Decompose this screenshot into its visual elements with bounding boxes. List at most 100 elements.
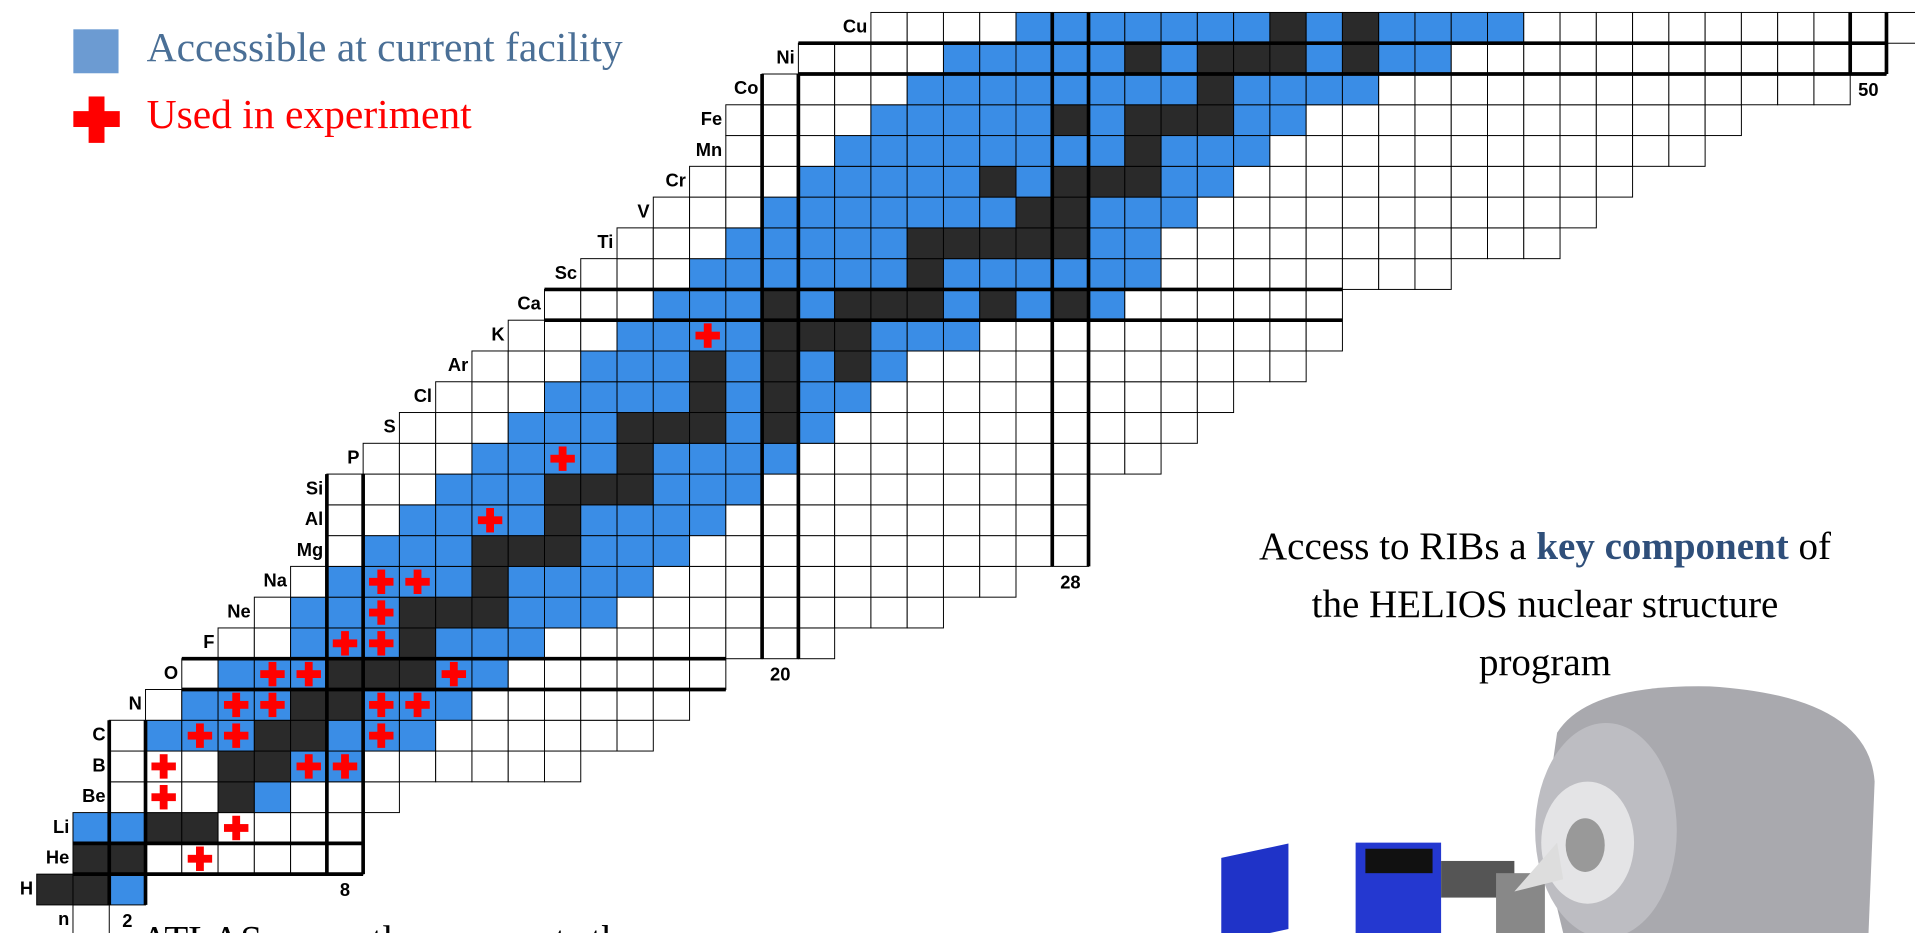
nuclide-cell bbox=[834, 596, 872, 629]
nuclide-cell bbox=[1378, 73, 1416, 106]
nuclide-cell bbox=[834, 165, 872, 198]
nuclide-cell bbox=[689, 565, 727, 598]
nuclide-cell bbox=[544, 565, 582, 598]
nuclide-cell bbox=[217, 658, 255, 690]
nuclide-cell bbox=[1595, 11, 1634, 44]
nuclide-cell bbox=[1487, 135, 1525, 167]
nuclide-cell bbox=[616, 319, 654, 352]
nuclide-cell bbox=[834, 196, 872, 229]
nuclide-cell bbox=[797, 535, 836, 567]
nuclide-cell bbox=[1051, 227, 1090, 260]
used-cross bbox=[232, 692, 241, 718]
element-label: V bbox=[637, 200, 650, 221]
nuclide-cell bbox=[797, 42, 836, 75]
nuclide-cell bbox=[544, 719, 582, 752]
used-cross bbox=[341, 631, 349, 656]
nuclide-cell bbox=[1015, 258, 1053, 290]
nuclide-cell bbox=[1704, 42, 1742, 75]
nuclide-cell bbox=[1160, 196, 1198, 229]
used-cross bbox=[377, 600, 386, 625]
nuclide-cell bbox=[1269, 350, 1307, 383]
nuclide-cell bbox=[1378, 42, 1416, 75]
nuclide-cell bbox=[1160, 319, 1198, 352]
nuclide-cell bbox=[689, 504, 727, 537]
callout-text: the HELIOS nuclear structure bbox=[1311, 583, 1779, 626]
nuclide-cell bbox=[108, 873, 147, 906]
nuclide-cell bbox=[942, 165, 981, 198]
nuclide-cell bbox=[1341, 227, 1380, 260]
nuclide-cell bbox=[1305, 11, 1343, 44]
nuclide-cell bbox=[942, 319, 981, 352]
nuclide-cell bbox=[435, 719, 473, 752]
nuclide-cell bbox=[1015, 473, 1053, 506]
nuclide-cell bbox=[1051, 104, 1090, 137]
nuclide-cell bbox=[870, 104, 908, 137]
nuclide-cell bbox=[1269, 165, 1307, 198]
callout-text: program bbox=[1478, 641, 1612, 684]
nuclide-cell bbox=[906, 565, 944, 598]
nuclide-cell bbox=[1378, 165, 1416, 198]
nuclide-cell bbox=[362, 504, 400, 537]
nuclide-cell bbox=[1124, 104, 1162, 137]
nuclide-cell bbox=[870, 504, 908, 537]
nuclide-cell bbox=[761, 73, 799, 106]
nuclide-cell bbox=[979, 104, 1017, 137]
nuclide-cell bbox=[181, 689, 219, 721]
nuclide-cell bbox=[1523, 11, 1561, 44]
nuclide-cell bbox=[1015, 11, 1053, 44]
nuclide-cell bbox=[1233, 319, 1271, 352]
nuclide-cell bbox=[507, 442, 545, 475]
nuclide-cell bbox=[1233, 227, 1271, 260]
used-cross bbox=[413, 692, 422, 718]
nuclide-cell bbox=[471, 627, 509, 660]
nuclide-cell bbox=[471, 689, 509, 721]
nuclide-cell bbox=[797, 442, 836, 475]
nuclide-cell bbox=[1051, 11, 1090, 44]
nuclide-cell bbox=[471, 473, 509, 506]
callout-key: key component bbox=[1536, 525, 1789, 568]
nuclide-cell bbox=[942, 196, 981, 229]
nuclide-cell bbox=[1414, 165, 1452, 198]
nuclide-cell bbox=[689, 288, 727, 321]
nuclide-cell bbox=[362, 442, 400, 475]
element-label: O bbox=[164, 662, 178, 683]
nuclide-cell bbox=[616, 288, 654, 321]
nuclide-cell bbox=[326, 535, 364, 567]
nuclide-cell bbox=[1487, 196, 1525, 229]
nuclide-cell bbox=[834, 319, 872, 352]
nuclide-cell bbox=[725, 196, 763, 229]
nuclide-cell bbox=[1233, 165, 1271, 198]
nuclide-cell bbox=[761, 565, 799, 598]
nuclide-cell bbox=[1668, 104, 1706, 137]
nuclide-cell bbox=[580, 719, 618, 752]
nuclide-cell bbox=[942, 565, 981, 598]
nuclide-cell bbox=[689, 473, 727, 506]
overlay: n H He Li Be BC N O F Ne Na Mg Al Si P S Cl Ar K Ca Sc Ti V Cr M… bbox=[20, 12, 1889, 931]
nuclide-cell bbox=[616, 258, 654, 290]
nuclide-cell bbox=[507, 350, 545, 383]
nuclide-cell bbox=[979, 288, 1017, 321]
nuclide-cell bbox=[1378, 258, 1416, 290]
nuclide-cell bbox=[1305, 288, 1343, 321]
nuclide-cell bbox=[1523, 73, 1561, 106]
nuclide-cell bbox=[1160, 381, 1198, 414]
nuclide-cell bbox=[942, 412, 981, 444]
nuclide-cell bbox=[834, 350, 872, 383]
nuclide-cell bbox=[580, 504, 618, 537]
nuclide-cell bbox=[435, 627, 473, 660]
nuclide-cell bbox=[544, 504, 582, 537]
nuclide-cell bbox=[1088, 165, 1126, 198]
nuclide-cell bbox=[870, 473, 908, 506]
nuclide-cell bbox=[834, 504, 872, 537]
nuclide-cell bbox=[1777, 42, 1815, 75]
nuclide-cell bbox=[1051, 412, 1090, 444]
nuclide-cell bbox=[580, 627, 618, 660]
element-label: Na bbox=[264, 570, 288, 591]
callout-text: Access to RIBs a bbox=[1259, 525, 1527, 568]
nuclide-cell bbox=[689, 350, 727, 383]
nuclide-cell bbox=[362, 781, 400, 814]
nuclide-cell bbox=[725, 627, 763, 660]
used-cross bbox=[449, 661, 458, 687]
nuclide-cell bbox=[1341, 196, 1380, 229]
nuclide-cell bbox=[979, 381, 1017, 414]
